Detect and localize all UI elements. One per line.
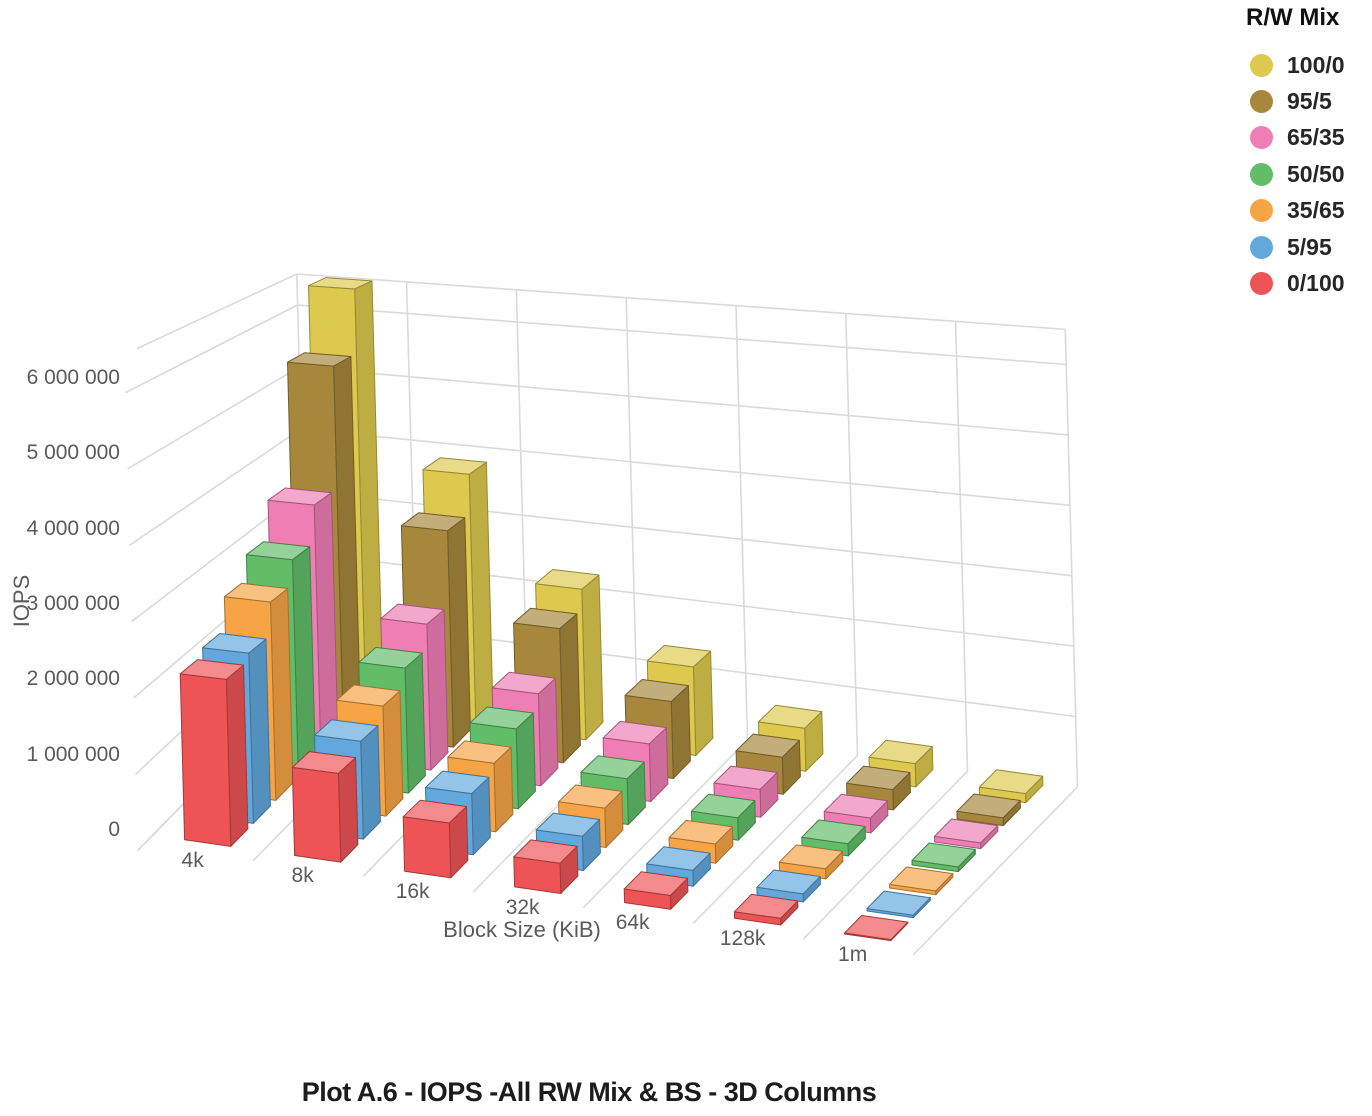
bar: [513, 839, 579, 894]
bar: [866, 890, 931, 919]
bar: [402, 799, 469, 879]
x-tick-label: 16k: [395, 879, 430, 903]
bar-series-0-100: [179, 659, 909, 942]
legend-item: 100/0: [1250, 51, 1345, 79]
legend-swatch-icon: [1250, 126, 1273, 150]
legend-swatch-icon: [1250, 271, 1273, 295]
gridline: [802, 770, 969, 940]
bar: [801, 819, 866, 857]
y-axis-title: IOPS: [9, 574, 34, 628]
bar: [623, 871, 689, 910]
legend-label: 65/35: [1287, 124, 1345, 151]
bar: [733, 893, 799, 926]
legend-label: 5/95: [1287, 233, 1332, 260]
legend-swatch-icon: [1250, 53, 1273, 77]
legend-swatch-icon: [1250, 235, 1273, 259]
gridline: [845, 313, 859, 756]
gridline: [582, 739, 749, 909]
legend-item: 50/50: [1250, 160, 1345, 188]
legend-label: 0/100: [1287, 269, 1345, 296]
legend-label: 95/5: [1287, 87, 1332, 114]
legend-item: 0/100: [1250, 269, 1345, 297]
legend-label: 50/50: [1287, 160, 1345, 187]
bar: [179, 659, 249, 847]
bar: [756, 869, 821, 903]
y-tick-label: 1 000 000: [26, 742, 120, 766]
bar: [978, 769, 1044, 804]
legend-swatch-icon: [1250, 199, 1273, 223]
y-tick-label: 0: [108, 818, 120, 841]
gridline: [127, 366, 300, 470]
chart-title: Plot A.6 - IOPS -All RW Mix & BS - 3D Co…: [301, 1077, 877, 1107]
legend-item: 35/65: [1250, 197, 1345, 225]
y-tick-label: 6 000 000: [26, 366, 120, 390]
y-tick-label: 4 000 000: [26, 516, 120, 540]
gridline: [912, 786, 1079, 956]
legend-item: 65/35: [1250, 124, 1345, 152]
gridline: [625, 297, 639, 725]
x-tick-label: 128k: [719, 927, 766, 950]
bar: [934, 818, 999, 850]
x-tick-label: 4k: [181, 848, 204, 872]
gridline: [300, 428, 1071, 507]
x-tick-label: 1m: [838, 942, 868, 966]
bar: [956, 793, 1021, 827]
x-tick-label: 32k: [505, 895, 540, 919]
legend-title: R/W Mix: [1246, 4, 1340, 31]
x-tick-label: 64k: [615, 911, 650, 935]
bar: [911, 842, 976, 873]
gridline: [692, 754, 859, 924]
gridline: [954, 321, 969, 772]
legend-swatch-icon: [1250, 89, 1273, 113]
legend-swatch-icon: [1250, 162, 1273, 186]
y-tick-label: 3 000 000: [26, 592, 120, 615]
legend-item: 95/5: [1250, 87, 1332, 115]
bar: [844, 915, 909, 942]
gridline: [297, 304, 1067, 366]
gridline: [296, 273, 1066, 331]
x-axis-title: Block Size (KiB): [443, 917, 601, 942]
legend: R/W Mix 100/0 95/5 65/35 50/50 35/65 5/95 0/10…: [1240, 0, 1372, 312]
bar: [291, 751, 359, 863]
gridline: [299, 366, 1069, 436]
gridline: [735, 305, 749, 740]
legend-item: 5/95: [1250, 233, 1332, 261]
legend-label: 100/0: [1287, 51, 1345, 78]
bar: [889, 866, 954, 896]
gridline: [136, 273, 298, 350]
gridline: [1064, 329, 1079, 787]
bar: [778, 844, 844, 880]
gridline: [125, 304, 298, 394]
y-tick-label: 2 000 000: [26, 667, 120, 691]
y-tick-label: 5 000 000: [26, 441, 120, 465]
legend-label: 35/65: [1287, 197, 1345, 224]
gridline: [129, 428, 302, 546]
x-tick-label: 8k: [291, 864, 314, 888]
